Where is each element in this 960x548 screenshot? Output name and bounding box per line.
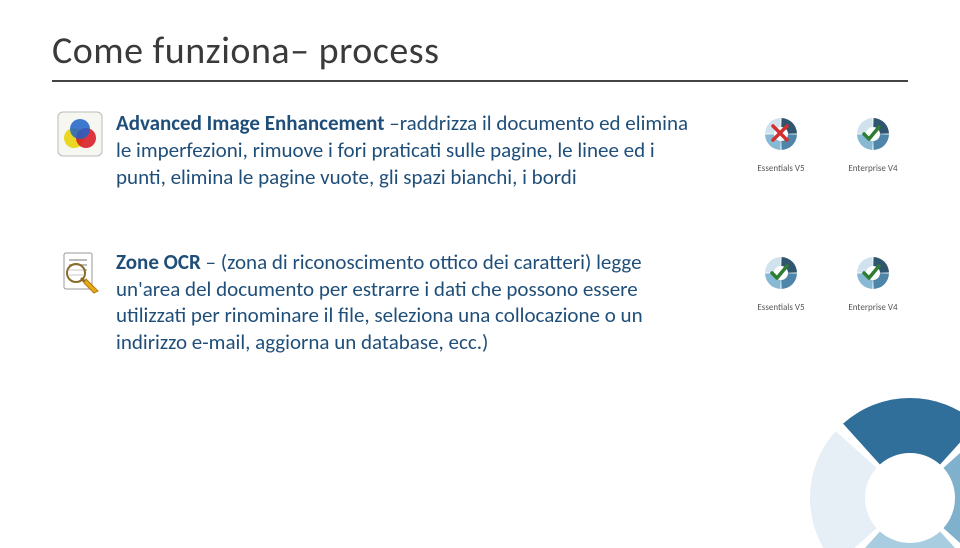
corner-decoration-icon (800, 388, 960, 548)
feature-icon (52, 249, 108, 297)
badge-label: Enterprise V4 (848, 302, 897, 313)
badge-label: Essentials V5 (757, 163, 804, 174)
edition-badge-available: Enterprise V4 (838, 112, 908, 174)
page-title: Come funziona– process (52, 28, 908, 74)
badge-group: Essentials V5 Enterprise V4 (746, 110, 908, 174)
color-venn-icon (56, 110, 104, 158)
edition-badge-available: Enterprise V4 (838, 251, 908, 313)
feature-block: Zone OCR – (zona di riconoscimento ottic… (52, 249, 908, 357)
feature-text: Advanced Image Enhancement –raddrizza il… (108, 110, 708, 191)
donut-check-icon (759, 251, 803, 300)
edition-badge-unavailable: Essentials V5 (746, 112, 816, 174)
feature-icon (52, 110, 108, 158)
slide: Come funziona– process Advanced Image En… (0, 0, 960, 548)
donut-check-icon (851, 251, 895, 300)
feature-name: Zone OCR (116, 249, 206, 275)
badge-group: Essentials V5 Enterprise V4 (746, 249, 908, 313)
edition-badge-available: Essentials V5 (746, 251, 816, 313)
badge-label: Essentials V5 (757, 302, 804, 313)
document-magnifier-icon (56, 249, 104, 297)
feature-block: Advanced Image Enhancement –raddrizza il… (52, 110, 908, 191)
donut-check-icon (851, 112, 895, 161)
content-area: Advanced Image Enhancement –raddrizza il… (52, 110, 908, 356)
feature-name: Advanced Image Enhancement (116, 110, 389, 136)
feature-text: Zone OCR – (zona di riconoscimento ottic… (108, 249, 708, 357)
donut-cross-icon (759, 112, 803, 161)
badge-label: Enterprise V4 (848, 163, 897, 174)
title-underline (52, 80, 908, 82)
